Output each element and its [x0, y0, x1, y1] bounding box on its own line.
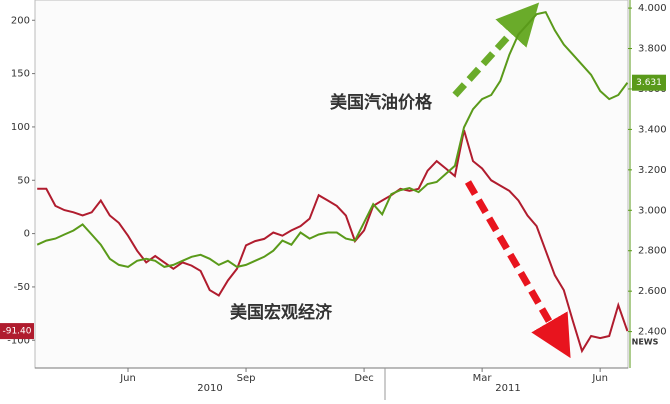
series-line: [37, 129, 629, 354]
y2-tick-label: 2.800: [638, 246, 667, 257]
y2-tick-label: 2.400: [638, 327, 667, 338]
y2-tick-label: 4.000: [638, 3, 667, 14]
y2-tick-label: 3.000: [638, 205, 667, 216]
x-tick-label: Jun: [119, 373, 136, 384]
end-label: -91.40: [2, 327, 31, 337]
year-label: 2011: [495, 383, 520, 394]
y2-tick-label: 3.200: [638, 165, 667, 176]
end-label-box: [0, 323, 34, 340]
y2-tick-label: 3.400: [638, 124, 667, 135]
y2-tick-label: 2.600: [638, 286, 667, 297]
series-line: [36, 10, 629, 268]
y-tick-label: -100: [7, 335, 30, 346]
annotation: 美国汽油价格: [330, 92, 433, 113]
y-tick-label: -50: [14, 282, 30, 293]
y-tick-label: 100: [11, 122, 30, 133]
y-tick-label: 50: [17, 175, 30, 186]
year-label: 2010: [197, 383, 222, 394]
x-tick-label: Sep: [237, 373, 256, 384]
end-label: 3.631: [636, 78, 662, 88]
y-tick-label: 150: [11, 69, 30, 80]
red-arrow: [464, 180, 571, 359]
watermark: NEWS: [632, 338, 659, 347]
x-tick-label: Mar: [473, 373, 493, 384]
annotation: 美国宏观经济: [230, 302, 333, 323]
green-arrow: [452, 2, 540, 98]
x-tick-label: Dec: [354, 373, 373, 384]
end-label-box: [632, 74, 666, 91]
plot-area: [34, 0, 629, 369]
y-tick-label: 200: [11, 15, 30, 26]
y2-tick-label: 3.800: [638, 44, 667, 55]
y-tick-label: 0: [24, 229, 30, 240]
x-tick-label: Jun: [591, 373, 608, 384]
